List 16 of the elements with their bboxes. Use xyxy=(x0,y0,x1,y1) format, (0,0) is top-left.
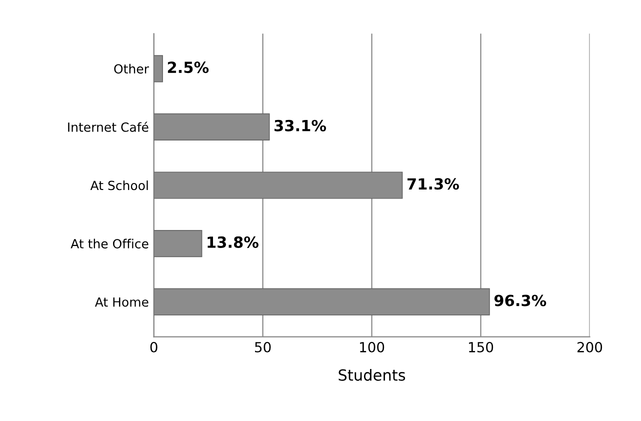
annotation: 96.3% xyxy=(494,294,546,306)
x-axis-title: Students xyxy=(338,368,406,381)
annotation: 2.5% xyxy=(168,62,209,74)
y-tick-label: Other xyxy=(114,64,149,74)
y-tick-label: At Home xyxy=(94,297,148,307)
x-tick-label: 150 xyxy=(469,342,494,352)
x-tick-label: 200 xyxy=(577,342,602,352)
y-tick-label: At the Office xyxy=(70,238,148,248)
annotation: 13.8% xyxy=(208,236,258,248)
x-tick-label: 100 xyxy=(360,342,384,352)
annotation: 33.1% xyxy=(274,120,326,132)
x-tick-label: 0 xyxy=(150,342,158,352)
y-tick-label: Internet Café xyxy=(68,122,148,132)
annotation: 71.3% xyxy=(407,178,459,190)
x-tick-label: 50 xyxy=(255,342,271,352)
y-tick-label: At School xyxy=(90,180,148,190)
